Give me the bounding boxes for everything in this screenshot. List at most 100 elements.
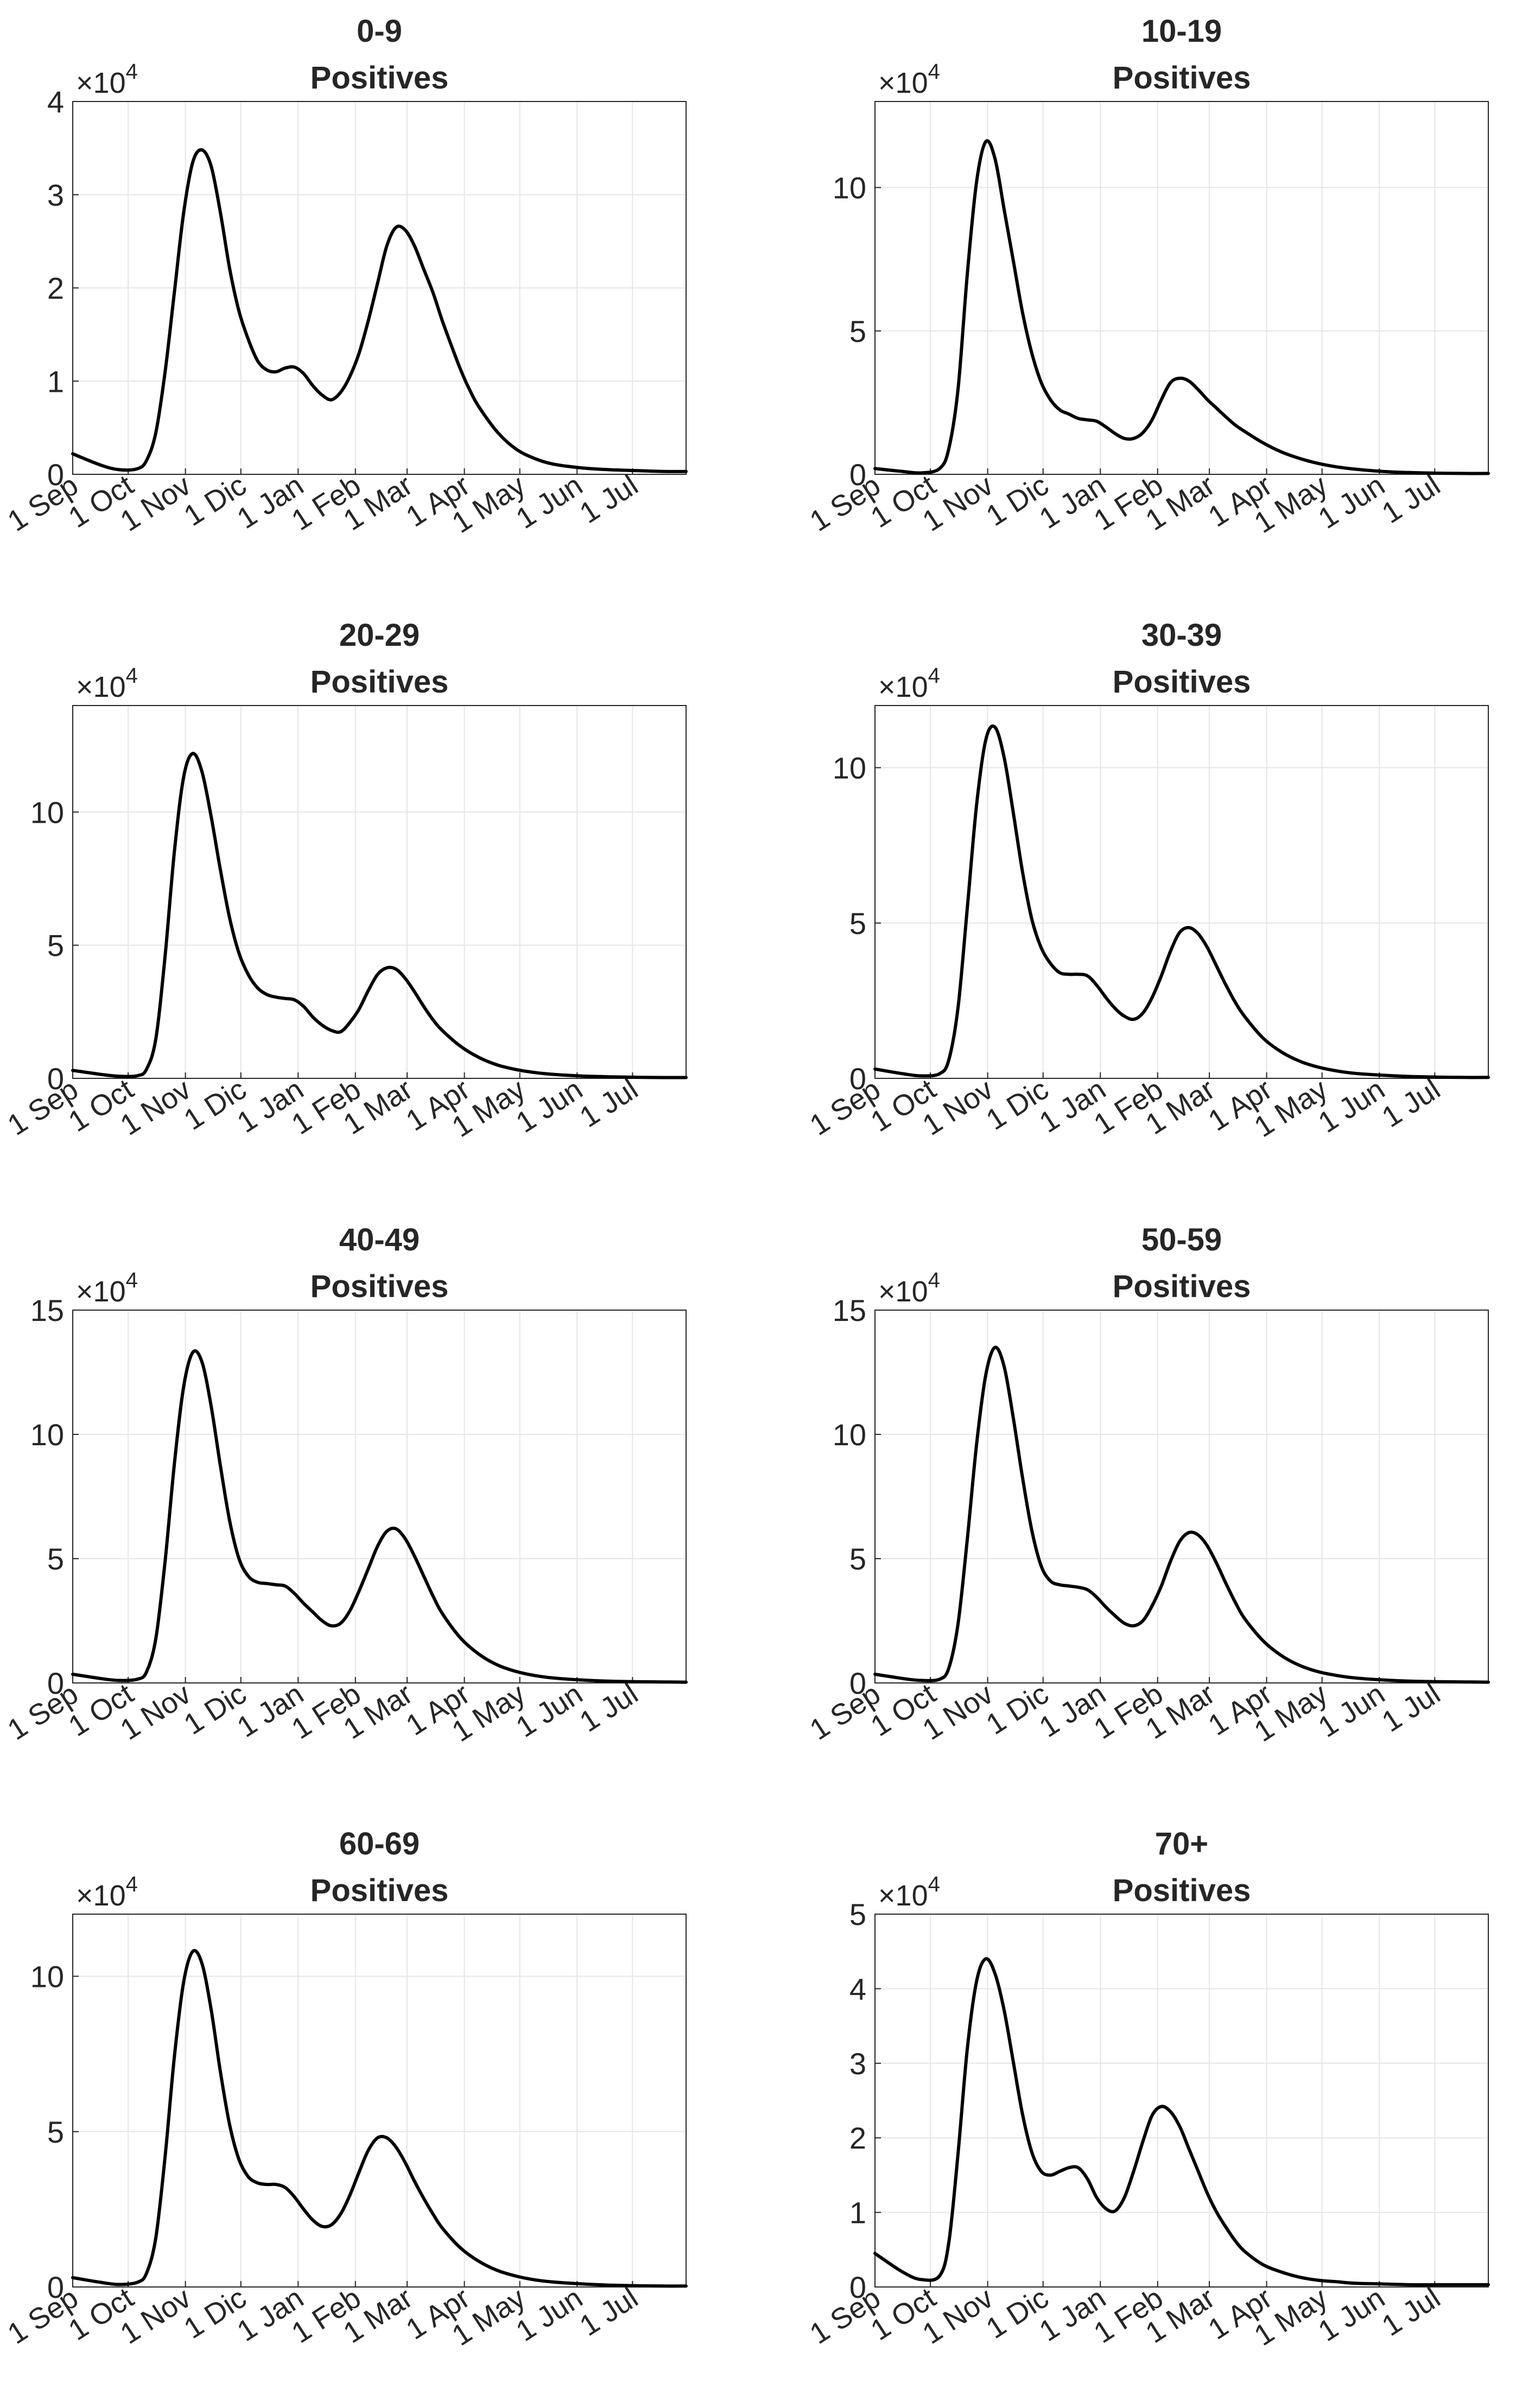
chart-subtitle: Positives	[1113, 60, 1251, 96]
y-tick-label: 5	[849, 1542, 866, 1576]
y-tick-label: 1	[47, 364, 64, 398]
y-exponent-label: ×104	[76, 664, 138, 703]
y-exponent-label: ×104	[878, 664, 940, 703]
y-tick-label: 3	[47, 178, 64, 212]
y-exponent-power: 4	[928, 60, 940, 84]
y-exponent-power: 4	[126, 1268, 138, 1292]
y-exponent-label: ×104	[878, 1872, 940, 1912]
y-exponent-power: 4	[928, 664, 940, 688]
plot-area	[73, 1914, 686, 2287]
plot-area	[875, 1310, 1488, 1683]
chart-title: 0-9	[357, 14, 402, 49]
y-exponent-power: 4	[126, 664, 138, 688]
y-tick-label: 10	[833, 171, 866, 205]
x-tick-label: 1 Jul	[1376, 2282, 1445, 2342]
y-tick-label: 5	[849, 906, 866, 941]
y-tick-label: 10	[30, 795, 64, 829]
y-tick-label: 10	[833, 1418, 866, 1452]
series-line-positives	[873, 1957, 1490, 2286]
y-tick-label: 0	[849, 2270, 866, 2304]
chart-title: 70+	[1155, 1826, 1208, 1861]
y-tick-label: 10	[833, 751, 866, 785]
chart-title: 30-39	[1141, 618, 1222, 653]
x-tick-label: 1 Jul	[1376, 1073, 1445, 1134]
y-tick-label: 3	[849, 2047, 866, 2081]
x-tick-label: 1 Jul	[574, 1073, 643, 1134]
y-tick-label: 15	[833, 1293, 866, 1327]
plot-area	[875, 706, 1488, 1078]
x-tick-label: 1 Jul	[574, 469, 643, 530]
y-tick-label: 15	[30, 1293, 64, 1327]
y-tick-label: 4	[47, 85, 64, 119]
chart-subtitle: Positives	[1113, 1873, 1251, 1908]
y-tick-label: 0	[849, 458, 866, 492]
y-tick-label: 0	[849, 1666, 866, 1700]
x-tick-label: 1 Jul	[1376, 469, 1445, 530]
plot-area	[73, 1310, 686, 1683]
chart-title: 20-29	[339, 618, 420, 653]
series-line-positives	[71, 1349, 688, 1684]
chart-title: 40-49	[339, 1222, 420, 1257]
y-exponent-label: ×104	[878, 60, 940, 99]
plot-area	[73, 706, 686, 1078]
chart-subtitle: Positives	[310, 664, 449, 700]
y-tick-label: 10	[30, 1418, 64, 1452]
y-tick-label: 10	[30, 1960, 64, 1994]
y-exponent-power: 4	[126, 1872, 138, 1896]
x-tick-label: 1 Jul	[574, 1678, 643, 1738]
plot-area	[875, 1914, 1488, 2287]
plot-area	[875, 101, 1488, 474]
series-line-positives	[71, 752, 688, 1079]
y-exponent-power: 4	[126, 60, 138, 84]
y-exponent-label: ×104	[878, 1268, 940, 1308]
chart-subtitle: Positives	[310, 1873, 449, 1908]
y-tick-label: 2	[47, 271, 64, 306]
chart-subtitle: Positives	[310, 60, 449, 96]
axes-box	[874, 1310, 1489, 1683]
axes-box	[72, 1310, 687, 1683]
x-tick-label: 1 Jul	[1376, 1678, 1445, 1738]
series-line-positives	[71, 148, 688, 473]
y-tick-label: 2	[849, 2121, 866, 2155]
axes-box	[72, 1914, 687, 2288]
chart-title: 50-59	[1141, 1222, 1222, 1257]
y-tick-label: 0	[47, 1666, 64, 1700]
series-line-positives	[873, 1345, 1490, 1684]
chart-title: 60-69	[339, 1826, 420, 1861]
y-exponent-power: 4	[928, 1268, 940, 1292]
y-exponent-label: ×104	[76, 60, 138, 99]
series-line-positives	[873, 139, 1490, 475]
y-tick-label: 5	[849, 1897, 866, 1932]
y-exponent-power: 4	[928, 1872, 940, 1896]
axes-box	[874, 1914, 1489, 2288]
chart-subtitle: Positives	[310, 1269, 449, 1304]
chart-subtitle: Positives	[1113, 664, 1251, 700]
axes-box	[874, 101, 1489, 475]
y-tick-label: 5	[47, 929, 64, 963]
chart-subtitle: Positives	[1113, 1269, 1251, 1304]
y-tick-label: 5	[849, 314, 866, 348]
y-tick-label: 4	[849, 1972, 866, 2006]
series-line-positives	[71, 1949, 688, 2288]
x-tick-label: 1 Jul	[574, 2282, 643, 2342]
y-exponent-label: ×104	[76, 1872, 138, 1912]
y-exponent-label: ×104	[76, 1268, 138, 1308]
axes-box	[874, 705, 1489, 1079]
series-line-positives	[873, 724, 1490, 1079]
y-tick-label: 1	[849, 2196, 866, 2230]
chart-title: 10-19	[1141, 14, 1222, 49]
axes-box	[72, 705, 687, 1079]
y-tick-label: 0	[849, 1062, 866, 1096]
y-tick-label: 5	[47, 1542, 64, 1576]
y-tick-label: 5	[47, 2115, 64, 2149]
y-tick-label: 0	[47, 2270, 64, 2304]
